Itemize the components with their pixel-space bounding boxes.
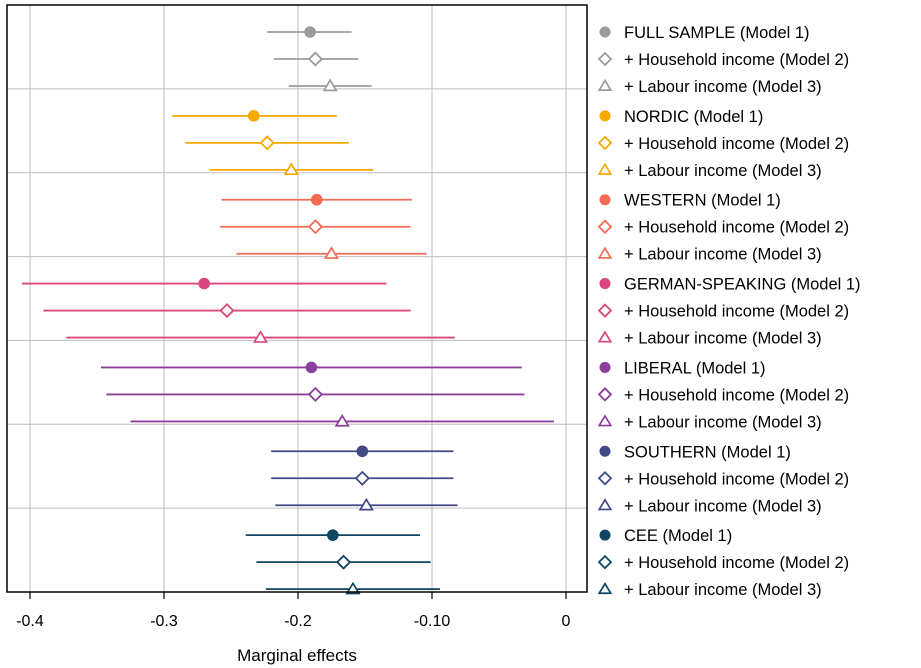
x-axis-title: Marginal effects bbox=[237, 646, 357, 665]
legend-marker-triangle bbox=[597, 414, 613, 427]
point-estimate-diamond bbox=[219, 302, 235, 319]
point-estimate-triangle bbox=[252, 330, 269, 343]
legend-label: SOUTHERN (Model 1) bbox=[624, 443, 791, 461]
legend-label: + Household income (Model 2) bbox=[624, 303, 849, 321]
legend-label: + Labour income (Model 3) bbox=[624, 330, 822, 348]
data-marks bbox=[21, 26, 554, 595]
legend-label: + Labour income (Model 3) bbox=[624, 581, 822, 599]
x-tick-label: -0.2 bbox=[284, 613, 312, 630]
legend-label: CEE (Model 1) bbox=[624, 527, 732, 545]
point-estimate-circle bbox=[310, 193, 323, 206]
point-estimate-triangle bbox=[322, 78, 338, 92]
legend-label: + Labour income (Model 3) bbox=[624, 78, 822, 96]
point-estimate-triangle bbox=[358, 497, 374, 511]
legend-label: + Labour income (Model 3) bbox=[624, 497, 822, 515]
point-estimate-triangle bbox=[345, 581, 361, 595]
legend-marker-diamond bbox=[597, 387, 613, 402]
legend-label: + Household income (Model 2) bbox=[624, 470, 849, 488]
legend-marker-triangle bbox=[597, 78, 613, 91]
legend-label: + Labour income (Model 3) bbox=[624, 162, 822, 180]
x-axis: -0.4 -0.3 -0.2 -0.10 0 bbox=[16, 592, 571, 630]
x-tick-label: -0.3 bbox=[150, 613, 178, 630]
legend-marker-diamond bbox=[597, 554, 613, 570]
legend-marker-triangle bbox=[597, 581, 613, 595]
point-estimate-triangle bbox=[283, 162, 299, 176]
legend-label: + Household income (Model 2) bbox=[624, 554, 849, 572]
legend-marker-circle bbox=[599, 361, 611, 373]
legend-label: + Household income (Model 2) bbox=[624, 219, 849, 237]
legend-marker-diamond bbox=[597, 219, 613, 234]
x-tick-label: 0 bbox=[562, 613, 571, 630]
legend-label: GERMAN-SPEAKING (Model 1) bbox=[624, 276, 861, 294]
legend-label: NORDIC (Model 1) bbox=[624, 108, 763, 126]
point-estimate-circle bbox=[305, 361, 318, 374]
legend-marker-circle bbox=[599, 529, 611, 541]
plot-frame bbox=[6, 4, 588, 593]
legend-label: WESTERN (Model 1) bbox=[624, 192, 781, 210]
legend-marker-triangle bbox=[597, 330, 613, 343]
point-estimate-triangle bbox=[323, 246, 340, 259]
point-estimate-triangle bbox=[334, 413, 350, 427]
legend-label: LIBERAL (Model 1) bbox=[624, 359, 766, 377]
legend-label: + Household income (Model 2) bbox=[624, 135, 849, 153]
point-estimate-diamond bbox=[259, 135, 275, 151]
legend-marker-circle bbox=[599, 110, 611, 122]
legend-label: FULL SAMPLE (Model 1) bbox=[624, 24, 810, 42]
legend-label: + Household income (Model 2) bbox=[624, 386, 849, 404]
legend-label: + Labour income (Model 3) bbox=[624, 413, 822, 431]
legend-marker-circle bbox=[599, 26, 611, 38]
point-estimate-circle bbox=[304, 26, 316, 38]
point-estimate-diamond bbox=[307, 219, 323, 235]
x-tick-label: -0.4 bbox=[16, 613, 44, 630]
legend-label: + Labour income (Model 3) bbox=[624, 246, 822, 264]
point-estimate-circle bbox=[327, 529, 339, 541]
x-tick-label: -0.10 bbox=[414, 613, 451, 630]
legend-marker-circle bbox=[599, 278, 611, 290]
legend-marker-triangle bbox=[597, 246, 613, 259]
legend-marker-diamond bbox=[597, 51, 613, 67]
legend: FULL SAMPLE (Model 1) + Household income … bbox=[597, 24, 861, 599]
point-estimate-diamond bbox=[354, 470, 370, 486]
point-estimate-circle bbox=[247, 110, 260, 122]
legend-marker-circle bbox=[599, 194, 611, 206]
legend-marker-diamond bbox=[597, 471, 613, 486]
point-estimate-diamond bbox=[307, 51, 323, 67]
point-estimate-diamond bbox=[335, 554, 352, 570]
point-estimate-diamond bbox=[307, 386, 323, 403]
legend-label: + Household income (Model 2) bbox=[624, 51, 849, 69]
legend-marker-diamond bbox=[597, 135, 613, 151]
point-estimate-circle bbox=[356, 445, 369, 458]
legend-marker-triangle bbox=[597, 162, 613, 175]
legend-marker-diamond bbox=[597, 303, 613, 318]
gridlines bbox=[7, 5, 587, 592]
point-estimate-circle bbox=[198, 277, 210, 290]
legend-marker-circle bbox=[599, 445, 611, 457]
legend-marker-triangle bbox=[597, 498, 613, 511]
